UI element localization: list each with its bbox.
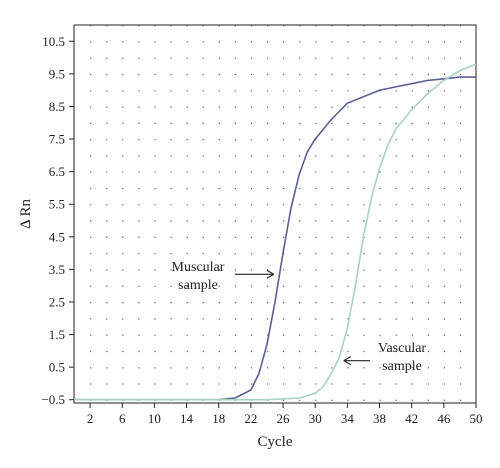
x-tick-label: 34 [341,411,355,426]
annotations: Muscular sample Vascular sample [172,260,427,374]
x-axis-ticks: 2 6 10 14 18 22 26 30 34 38 42 46 50 [87,403,483,426]
x-tick-label: 46 [437,411,451,426]
series-line-0 [74,76,476,401]
x-tick-label: 38 [373,411,386,426]
annotation-vascular-arrowhead [343,356,352,366]
y-tick-label: 0.5 [49,360,65,375]
x-tick-label: 14 [180,411,194,426]
y-tick-label: 1.5 [49,327,65,342]
y-tick-label: 8.5 [49,99,65,114]
series-line-1 [74,63,477,401]
x-tick-label: 10 [148,411,161,426]
series-lines [74,63,477,401]
x-axis-title: Cycle [258,434,293,450]
annotation-muscular-arrowhead [266,269,275,279]
y-tick-label: −0.5 [41,392,65,407]
x-tick-label: 22 [244,411,257,426]
annotation-muscular-line1: Muscular [172,260,225,275]
y-tick-label: 7.5 [49,132,65,147]
plot-area-frame [73,24,477,404]
y-axis-title: Δ Rn [18,198,34,229]
y-tick-label: 9.5 [49,66,65,81]
annotation-vascular-line2: sample [382,359,422,374]
y-tick-label: 6.5 [49,164,65,179]
x-tick-label: 50 [470,411,483,426]
x-tick-label: 2 [87,411,94,426]
y-tick-label: 4.5 [49,229,65,244]
annotation-vascular-line1: Vascular [378,341,427,356]
x-tick-label: 18 [212,411,225,426]
x-tick-label: 26 [277,411,291,426]
annotation-muscular-line2: sample [178,278,218,293]
y-tick-label: 2.5 [49,294,65,309]
y-axis-ticks: 10.5 9.5 8.5 7.5 6.5 5.5 4.5 3.5 2.5 1.5 0.5 −0.5 [41,34,74,407]
x-tick-label: 30 [309,411,322,426]
y-tick-label: 10.5 [42,34,65,49]
x-tick-label: 42 [405,411,418,426]
x-tick-label: 6 [119,411,126,426]
y-tick-label: 3.5 [49,262,65,277]
y-tick-label: 5.5 [49,197,65,212]
